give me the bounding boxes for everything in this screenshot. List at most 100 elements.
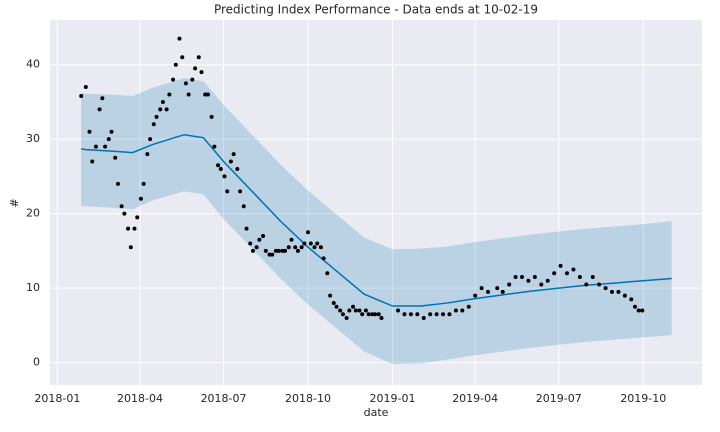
observed-point bbox=[321, 256, 326, 261]
observed-point bbox=[632, 304, 637, 309]
observed-point bbox=[97, 107, 102, 112]
observed-point bbox=[353, 308, 358, 313]
observed-point bbox=[318, 245, 323, 250]
x-tick-label: 2018-07 bbox=[201, 392, 247, 405]
observed-point bbox=[408, 312, 413, 317]
observed-point bbox=[148, 137, 153, 142]
observed-point bbox=[571, 267, 576, 272]
observed-point bbox=[222, 174, 227, 179]
observed-point bbox=[83, 85, 88, 90]
observed-point bbox=[250, 248, 255, 253]
observed-point bbox=[428, 312, 433, 317]
observed-point bbox=[379, 315, 384, 320]
observed-point bbox=[603, 286, 608, 291]
observed-point bbox=[109, 129, 114, 134]
observed-point bbox=[289, 237, 294, 242]
observed-point bbox=[610, 289, 615, 294]
observed-point bbox=[526, 278, 531, 283]
observed-point bbox=[241, 204, 246, 209]
observed-point bbox=[441, 312, 446, 317]
observed-point bbox=[479, 286, 484, 291]
observed-point bbox=[539, 282, 544, 287]
observed-point bbox=[254, 245, 259, 250]
observed-point bbox=[231, 152, 236, 157]
observed-point bbox=[351, 304, 356, 309]
observed-point bbox=[263, 248, 268, 253]
observed-point bbox=[186, 92, 191, 97]
observed-point bbox=[500, 289, 505, 294]
x-tick-label: 2018-01 bbox=[34, 392, 80, 405]
observed-point bbox=[151, 122, 156, 127]
observed-point bbox=[486, 289, 491, 294]
observed-point bbox=[597, 282, 602, 287]
observed-point bbox=[270, 252, 275, 257]
observed-point bbox=[106, 137, 111, 142]
y-axis-label: # bbox=[8, 198, 21, 207]
observed-point bbox=[577, 274, 582, 279]
observed-point bbox=[507, 282, 512, 287]
observed-point bbox=[434, 312, 439, 317]
observed-point bbox=[421, 315, 426, 320]
observed-point bbox=[360, 312, 365, 317]
observed-point bbox=[235, 166, 240, 171]
observed-point bbox=[167, 92, 172, 97]
observed-point bbox=[100, 96, 105, 101]
observed-point bbox=[640, 308, 645, 313]
observed-point bbox=[495, 286, 500, 291]
y-tick-label: 10 bbox=[26, 281, 40, 294]
observed-point bbox=[636, 308, 641, 313]
observed-point bbox=[328, 293, 333, 298]
observed-point bbox=[276, 248, 281, 253]
observed-point bbox=[205, 92, 210, 97]
observed-point bbox=[558, 263, 563, 268]
observed-point bbox=[203, 92, 208, 97]
observed-point bbox=[520, 274, 525, 279]
observed-point bbox=[308, 241, 313, 246]
observed-point bbox=[347, 308, 352, 313]
observed-point bbox=[338, 308, 343, 313]
observed-point bbox=[565, 271, 570, 276]
observed-point bbox=[193, 66, 198, 71]
observed-point bbox=[218, 166, 223, 171]
observed-point bbox=[370, 312, 375, 317]
observed-point bbox=[154, 114, 159, 119]
observed-point bbox=[209, 114, 214, 119]
observed-point bbox=[366, 312, 371, 317]
observed-point bbox=[180, 55, 185, 60]
observed-point bbox=[164, 107, 169, 112]
observed-point bbox=[402, 312, 407, 317]
observed-point bbox=[622, 293, 627, 298]
observed-point bbox=[460, 308, 465, 313]
observed-point bbox=[199, 70, 204, 75]
observed-point bbox=[190, 77, 195, 82]
observed-point bbox=[228, 159, 233, 164]
observed-point bbox=[257, 237, 262, 242]
observed-point bbox=[295, 248, 300, 253]
observed-point bbox=[145, 152, 150, 157]
observed-point bbox=[344, 315, 349, 320]
observed-point bbox=[466, 304, 471, 309]
observed-point bbox=[302, 241, 307, 246]
observed-point bbox=[132, 226, 137, 231]
observed-point bbox=[447, 312, 452, 317]
observed-point bbox=[312, 245, 317, 250]
observed-point bbox=[135, 215, 140, 220]
observed-point bbox=[376, 312, 381, 317]
observed-point bbox=[103, 144, 108, 149]
observed-point bbox=[273, 248, 278, 253]
observed-point bbox=[173, 62, 178, 67]
observed-point bbox=[473, 293, 478, 298]
observed-point bbox=[171, 77, 176, 82]
observed-point bbox=[248, 241, 253, 246]
observed-point bbox=[340, 312, 345, 317]
observed-point bbox=[128, 245, 133, 250]
y-tick-label: 40 bbox=[26, 58, 40, 71]
observed-point bbox=[286, 245, 291, 250]
observed-point bbox=[160, 99, 165, 104]
observed-point bbox=[183, 81, 188, 86]
observed-point bbox=[532, 274, 537, 279]
observed-point bbox=[552, 271, 557, 276]
observed-point bbox=[306, 230, 311, 235]
x-axis-label: date bbox=[364, 406, 389, 419]
y-tick-label: 20 bbox=[26, 207, 40, 220]
